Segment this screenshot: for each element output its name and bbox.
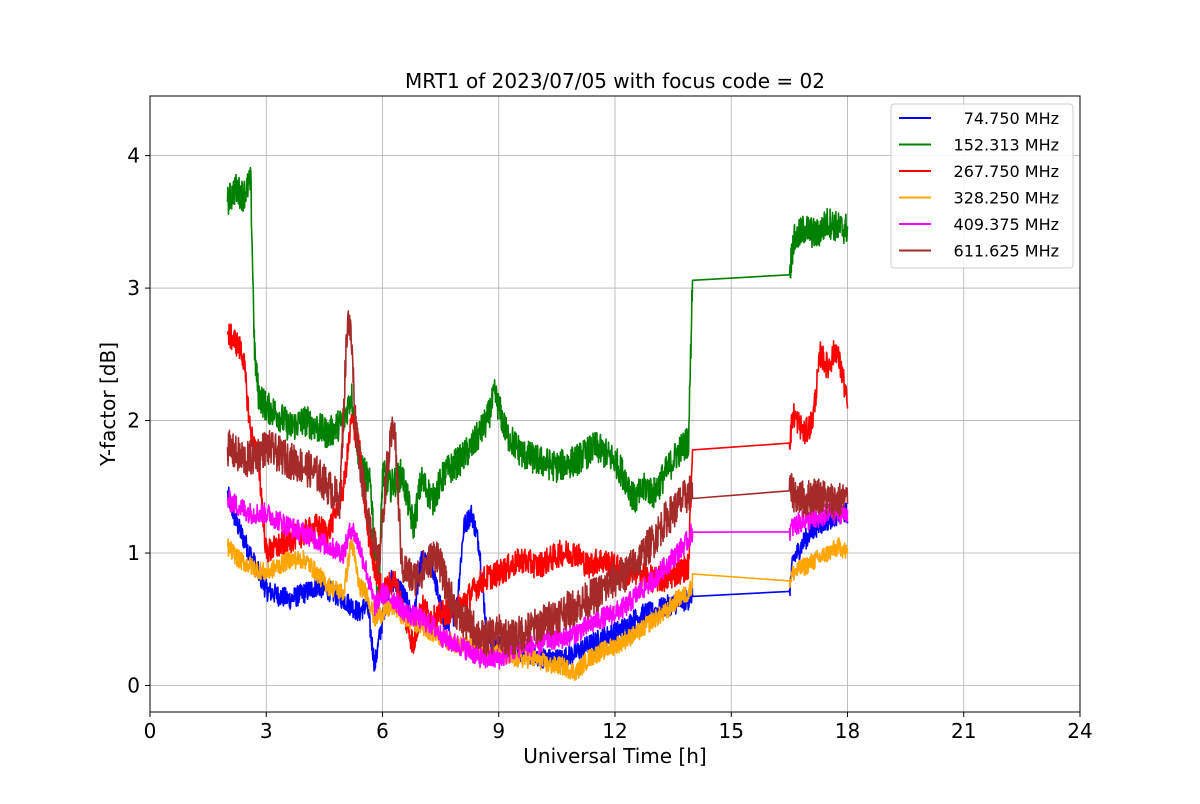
y-tick-label: 3: [127, 276, 140, 300]
x-tick-label: 6: [376, 719, 389, 743]
y-tick-label: 1: [127, 541, 140, 565]
legend-label: 74.750 MHz: [964, 109, 1059, 128]
y-tick-label: 2: [127, 409, 140, 433]
x-axis-ticks: 0 3 6 9 12 15 18 21 24: [144, 712, 1093, 743]
x-tick-label: 15: [719, 719, 744, 743]
legend-box: [890, 103, 1074, 269]
series-line-1: [226, 166, 849, 610]
series-line-4: [226, 490, 849, 670]
y-axis-ticks: 0 1 2 3 4: [127, 144, 150, 698]
x-tick-label: 12: [602, 719, 627, 743]
series-line-5: [226, 310, 849, 657]
y-tick-label: 0: [127, 674, 140, 698]
legend-label: 267.750 MHz: [954, 162, 1059, 181]
legend: 74.750 MHz 152.313 MHz 267.750 MHz 328.250 …: [890, 103, 1074, 269]
series-line-2: [226, 323, 849, 654]
x-tick-label: 21: [951, 719, 976, 743]
chart-title: MRT1 of 2023/07/05 with focus code = 02: [405, 69, 825, 93]
x-axis-label: Universal Time [h]: [523, 744, 706, 768]
legend-label: 409.375 MHz: [954, 215, 1059, 234]
y-tick-label: 4: [127, 144, 140, 168]
x-tick-label: 18: [835, 719, 860, 743]
x-tick-label: 24: [1067, 719, 1092, 743]
legend-label: 611.625 MHz: [954, 242, 1059, 261]
x-tick-label: 9: [492, 719, 505, 743]
x-tick-label: 0: [144, 719, 157, 743]
legend-label: 152.313 MHz: [954, 136, 1059, 155]
x-tick-label: 3: [260, 719, 273, 743]
y-axis-label: Y-factor [dB]: [96, 342, 120, 467]
legend-label: 328.250 MHz: [954, 189, 1059, 208]
series-lines: [226, 166, 849, 682]
